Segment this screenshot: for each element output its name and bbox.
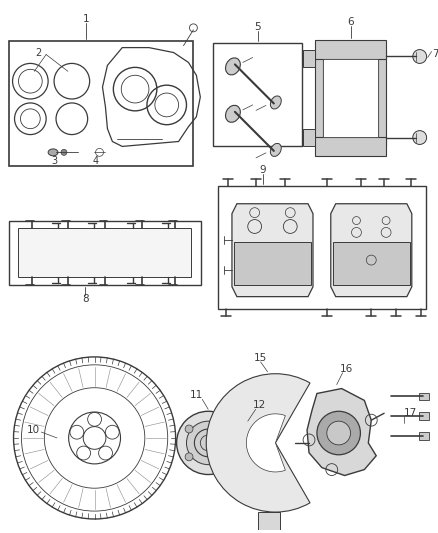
Bar: [18, 229, 191, 277]
Text: 5: 5: [254, 22, 261, 32]
Circle shape: [228, 439, 236, 447]
Circle shape: [212, 462, 219, 470]
Text: 11: 11: [190, 391, 203, 400]
Ellipse shape: [226, 106, 240, 122]
Wedge shape: [206, 374, 310, 512]
Circle shape: [187, 421, 230, 465]
Circle shape: [327, 421, 350, 445]
Text: 6: 6: [347, 17, 354, 27]
Polygon shape: [307, 389, 376, 475]
Bar: [419, 392, 429, 400]
Text: 10: 10: [27, 425, 40, 435]
Bar: [315, 39, 386, 60]
Bar: [315, 39, 386, 60]
Bar: [315, 136, 386, 156]
Circle shape: [317, 411, 360, 455]
Polygon shape: [232, 204, 313, 297]
Text: 7: 7: [432, 49, 438, 59]
Bar: [303, 50, 315, 67]
Bar: [419, 412, 429, 420]
Bar: [228, 419, 264, 429]
Text: 2: 2: [35, 47, 41, 58]
Circle shape: [224, 429, 268, 473]
Text: 4: 4: [92, 156, 99, 166]
Polygon shape: [258, 512, 280, 530]
Circle shape: [177, 411, 240, 474]
Bar: [315, 50, 323, 147]
Bar: [213, 43, 302, 147]
Ellipse shape: [270, 96, 281, 109]
Circle shape: [61, 149, 67, 155]
Bar: [218, 186, 426, 310]
Bar: [323, 60, 378, 136]
Circle shape: [413, 131, 427, 144]
Circle shape: [212, 416, 219, 424]
Text: 15: 15: [254, 353, 267, 363]
Ellipse shape: [48, 149, 58, 156]
Bar: [378, 50, 386, 147]
Text: 12: 12: [253, 400, 266, 410]
Bar: [378, 50, 386, 147]
Text: 3: 3: [51, 156, 57, 166]
Bar: [9, 41, 194, 166]
Text: 8: 8: [82, 294, 88, 304]
Text: 17: 17: [404, 408, 417, 418]
Polygon shape: [333, 243, 410, 285]
Bar: [315, 50, 323, 147]
Text: 1: 1: [83, 14, 89, 24]
Circle shape: [232, 437, 260, 465]
Bar: [315, 136, 386, 156]
Circle shape: [185, 453, 193, 461]
Bar: [9, 221, 201, 285]
Text: 16: 16: [340, 364, 353, 374]
Polygon shape: [331, 204, 412, 297]
Circle shape: [413, 50, 427, 63]
Bar: [419, 432, 429, 440]
Ellipse shape: [226, 58, 240, 75]
Bar: [303, 128, 315, 147]
Circle shape: [185, 425, 193, 433]
Ellipse shape: [270, 143, 281, 157]
Wedge shape: [246, 414, 286, 472]
Text: 9: 9: [259, 165, 266, 175]
Polygon shape: [234, 243, 311, 285]
